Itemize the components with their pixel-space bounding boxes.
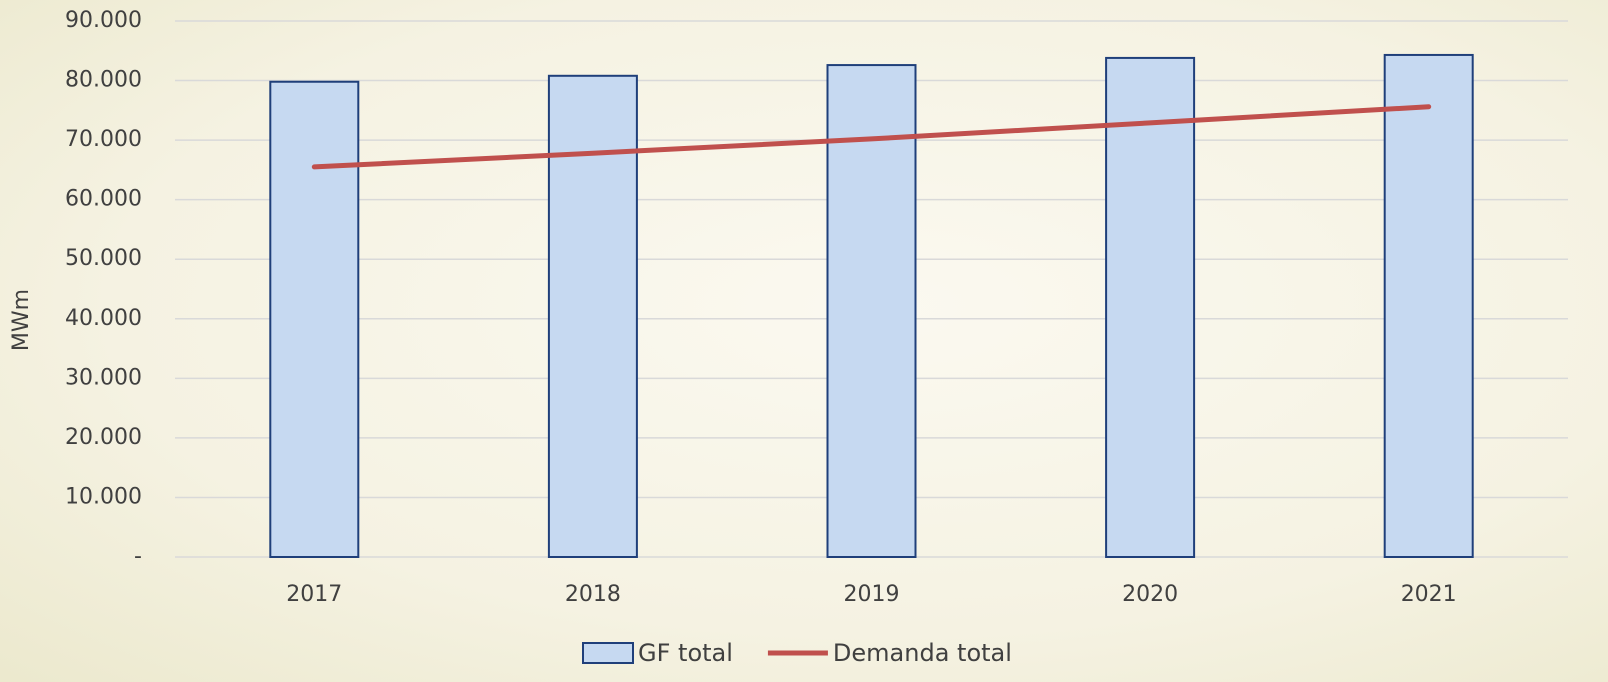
y-tick-label: 60.000 [65,187,142,212]
line [311,104,1432,170]
x-tick-label: 2018 [565,582,621,607]
y-axis-label: MWm [9,289,34,351]
bar [1383,53,1474,559]
legend-label: Demanda total [833,639,1012,667]
x-tick-label: 2019 [844,582,900,607]
x-tick-label: 2020 [1122,582,1178,607]
y-tick-label: 90.000 [65,8,142,33]
y-tick-label: 40.000 [65,306,142,331]
y-tick-label: 70.000 [65,127,142,152]
bar [547,74,638,559]
y-tick-label: 10.000 [65,484,142,509]
y-tick-label: 50.000 [65,246,142,271]
legend-swatch [582,642,634,664]
y-tick-label: 20.000 [65,425,142,450]
y-tick-label: - [134,544,142,569]
y-tick-label: 30.000 [65,365,142,390]
bar [1105,56,1196,559]
bar [826,64,917,559]
bar [269,80,360,558]
x-tick-label: 2017 [286,582,342,607]
x-tick-label: 2021 [1401,582,1457,607]
legend-label: GF total [638,639,733,667]
y-tick-label: 80.000 [65,68,142,93]
